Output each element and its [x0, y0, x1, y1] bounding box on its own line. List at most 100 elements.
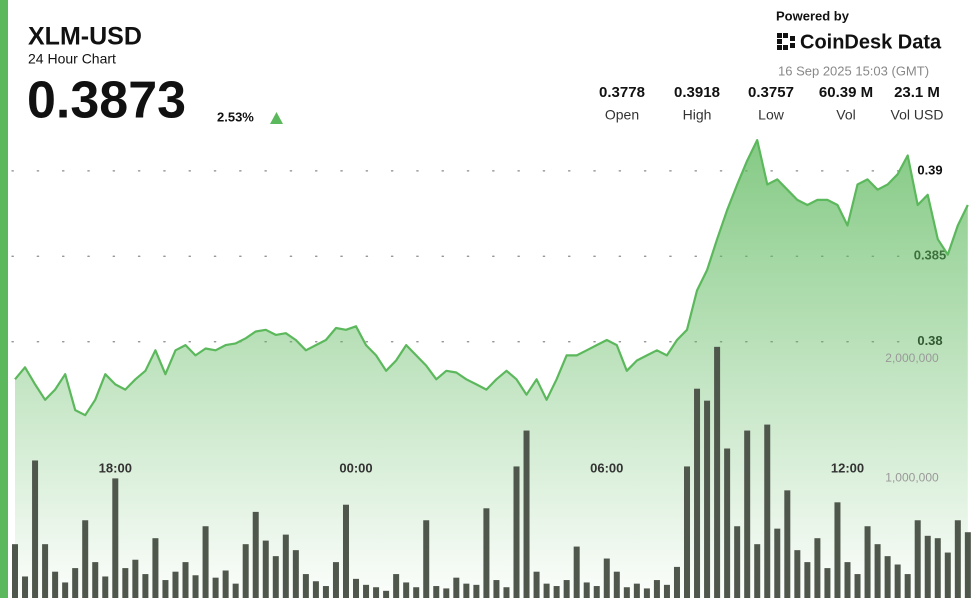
- volume-bar: [573, 546, 580, 598]
- volume-bar: [794, 550, 801, 598]
- x-tick-label: 18:00: [99, 460, 132, 475]
- volume-bar: [413, 587, 420, 598]
- volume-bar: [673, 566, 680, 598]
- stats: 0.3778 Open 0.3918 High 0.3757 Low 60.39 M Vol 2…: [599, 84, 943, 123]
- volume-bar: [493, 580, 500, 598]
- volume-bar: [834, 502, 841, 598]
- volume-bar: [152, 538, 159, 598]
- volume-bar: [583, 582, 590, 598]
- x-tick-label: 12:00: [831, 460, 864, 475]
- volume-bar: [443, 588, 450, 598]
- volume-bar: [132, 559, 139, 598]
- stat-value: 0.3778: [599, 84, 645, 101]
- volume-bar: [383, 590, 390, 598]
- volume-bar: [292, 550, 299, 598]
- volume-bar: [944, 552, 951, 598]
- volume-bar: [643, 588, 650, 598]
- volume-bar: [72, 568, 79, 598]
- logo-icon: [777, 33, 795, 50]
- volume-bar: [513, 466, 520, 598]
- volume-bar: [272, 556, 279, 598]
- y2-tick-label: 2,000,000: [885, 351, 939, 365]
- volume-bar: [864, 526, 871, 598]
- volume-bar: [754, 544, 761, 598]
- volume-bar: [533, 571, 540, 598]
- volume-bar: [122, 568, 129, 598]
- volume-bar: [22, 576, 29, 598]
- volume-bar: [774, 528, 781, 598]
- stat-label: High: [683, 107, 712, 123]
- volume-bar: [82, 520, 89, 598]
- x-tick-label: 06:00: [590, 460, 623, 475]
- stat-label: Open: [605, 107, 639, 123]
- volume-bar: [433, 586, 440, 598]
- change: 2.53%: [217, 109, 254, 124]
- volume-bar: [232, 583, 239, 598]
- volume-bar: [523, 430, 530, 598]
- brand: CoinDesk Data: [800, 31, 942, 53]
- volume-bar: [894, 564, 901, 598]
- volume-bar: [714, 346, 721, 598]
- volume-bar: [332, 562, 339, 598]
- volume-bar: [764, 424, 771, 598]
- title: XLM-USD: [28, 23, 142, 51]
- volume-bar: [804, 562, 811, 598]
- volume-bar: [32, 460, 39, 598]
- subtitle: 24 Hour Chart: [28, 51, 116, 67]
- y2-tick-label: 1,000,000: [885, 471, 939, 485]
- volume-bar: [373, 587, 380, 598]
- volume-bar: [172, 571, 179, 598]
- volume-bar: [463, 583, 470, 598]
- volume-bar: [503, 587, 510, 598]
- volume-bar: [262, 540, 269, 598]
- volume-bar: [633, 583, 640, 598]
- powered-by: Powered by: [776, 8, 850, 23]
- y-tick-label: 0.39: [917, 162, 942, 177]
- volume-bar: [874, 544, 881, 598]
- volume-bar: [302, 574, 309, 598]
- volume-bar: [954, 520, 961, 598]
- volume-bar: [142, 574, 149, 598]
- volume-bar: [423, 520, 430, 598]
- volume-bar: [252, 511, 259, 598]
- volume-bar: [473, 584, 480, 598]
- price-area: [15, 140, 968, 598]
- volume-bar: [92, 562, 99, 598]
- stat-label: Low: [758, 107, 785, 123]
- volume-bar: [62, 582, 69, 598]
- volume-bar: [814, 538, 821, 598]
- volume-bar: [734, 526, 741, 598]
- volume-bar: [744, 430, 751, 598]
- plot: 0.380.3850.391,000,0002,000,00018:0000:0…: [11, 139, 971, 598]
- volume-bar: [52, 571, 59, 598]
- volume-bar: [553, 586, 560, 598]
- stat-value: 0.3757: [748, 84, 794, 101]
- volume-bar: [543, 583, 550, 598]
- volume-bar: [854, 574, 861, 598]
- stat-label: Vol USD: [891, 107, 944, 123]
- volume-bar: [964, 532, 971, 598]
- up-arrow: [270, 112, 283, 124]
- volume-bar: [312, 581, 319, 598]
- volume-bar: [844, 562, 851, 598]
- volume-bar: [112, 478, 119, 598]
- volume-bar: [593, 586, 600, 598]
- volume-bar: [914, 520, 921, 598]
- stat-value: 60.39 M: [819, 84, 873, 101]
- volume-bar: [202, 526, 209, 598]
- price-line: [14, 139, 969, 417]
- volume-bar: [242, 544, 249, 598]
- volume-bar: [353, 578, 360, 598]
- volume-bar: [724, 448, 731, 598]
- volume-bar: [212, 577, 219, 598]
- stat-value: 0.3918: [674, 84, 720, 101]
- volume-bar: [824, 568, 831, 598]
- volume-bar: [784, 490, 791, 598]
- volume-bar: [453, 577, 460, 598]
- volume-bar: [102, 576, 109, 598]
- volume-bar: [563, 580, 570, 598]
- volume-bar: [322, 586, 329, 598]
- volume-bar: [192, 575, 199, 598]
- volume-bar: [623, 587, 630, 598]
